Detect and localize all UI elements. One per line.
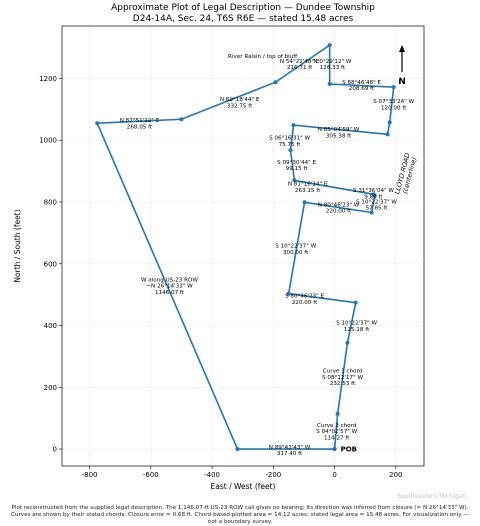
x-tick-label: 0 [332, 471, 336, 479]
annotation: W along US-23 ROW ~N 26°14'33" W 1146.07 f… [141, 277, 198, 296]
north-arrow-head [399, 45, 405, 52]
annotation: N 69°18'44" E 332.75 ft [220, 97, 260, 109]
footnote: Plot reconstructed from the supplied leg… [11, 505, 469, 525]
x-tick-label: -600 [143, 471, 159, 479]
y-tick-label: 1200 [39, 75, 57, 83]
y-tick-label: 200 [44, 384, 57, 392]
boundary-line [96, 43, 395, 450]
vertex [345, 340, 350, 345]
y-tick-label: 400 [44, 322, 57, 330]
vertex [95, 121, 100, 126]
annotation: S 88°46'48" E 208.69 ft [342, 80, 381, 92]
road-label: LLOYD ROAD(centerline) [393, 152, 419, 197]
vertex [288, 148, 293, 153]
chart-title: Approximate Plot of Legal Description — … [111, 3, 375, 13]
vertex [327, 82, 332, 87]
pob-label: POB [341, 446, 357, 454]
chart: Approximate Plot of Legal Description — … [13, 3, 466, 500]
y-axis-label: North / South (feet) [13, 209, 22, 282]
watermark: Southeastern Michigan [397, 493, 466, 500]
vertex [353, 300, 358, 305]
vertex [387, 120, 392, 125]
x-tick-label: -800 [82, 471, 98, 479]
x-axis-label: East / West (feet) [211, 482, 276, 491]
annotation: N 87°51'22" E 268.05 ft [120, 118, 160, 130]
annotation: N 54°22'48" E 216.71 ft [280, 59, 320, 71]
annotation: S 10°22'37" W 125.18 ft [336, 321, 377, 333]
annotation: S 10°22'37" W 300.00 ft [275, 243, 316, 255]
north-label: N [398, 77, 406, 87]
y-tick-label: 800 [44, 199, 57, 207]
vertex [371, 192, 376, 197]
vertex [385, 132, 390, 137]
chart-subtitle: D24-14A, Sec. 24, T6S R6E — stated 15.48… [133, 14, 354, 24]
annotation: N 89°42'43" W 317.40 ft [269, 445, 311, 457]
vertex [332, 447, 337, 452]
vertex [327, 43, 332, 48]
vertex [335, 411, 340, 416]
vertex [291, 123, 296, 128]
x-tick-label: 200 [389, 471, 402, 479]
y-tick-label: 0 [53, 446, 57, 454]
annotation: N 0°29'12" W 126.33 ft [313, 59, 351, 71]
y-tick-label: 600 [44, 260, 57, 268]
annotation: N 80°46'23" W 220.00 ft [318, 202, 360, 214]
annotation: S 06°16'31" W 75.75 ft [269, 136, 310, 148]
x-tick-label: -400 [204, 471, 220, 479]
y-tick-label: 1000 [39, 137, 57, 145]
annotation: N 81°16'14" E 263.15 ft [288, 182, 328, 194]
annotation: S 07°33'24" W 120.00 ft [373, 99, 414, 111]
x-tick-label: -200 [265, 471, 281, 479]
annotation: Curve 1 chord S 08°12'17" W 232.53 ft [322, 368, 363, 387]
annotation: N 85°04'59" W 305.38 ft [318, 127, 360, 139]
vertex [286, 291, 291, 296]
vertex [179, 117, 184, 122]
annotation: S 10°22'37" W 57.85 ft [356, 199, 397, 211]
vertex [292, 178, 297, 183]
vertex [235, 447, 240, 452]
annotation: S 31°36'04" W 9.85 ft [353, 188, 394, 200]
vertex [369, 210, 374, 215]
vertex [273, 80, 278, 85]
plot-frame [61, 25, 425, 467]
annotation: River Raisin / top of bluff [228, 54, 297, 60]
annotation: Curve 2 chord S 04°02'57" W 114.27 ft [316, 423, 357, 442]
annotation: S 80°46'23" E 220.00 ft [285, 293, 324, 305]
vertex [302, 200, 307, 205]
vertex [391, 85, 396, 90]
annotation: S 09°30'44" E 99.15 ft [277, 160, 316, 172]
